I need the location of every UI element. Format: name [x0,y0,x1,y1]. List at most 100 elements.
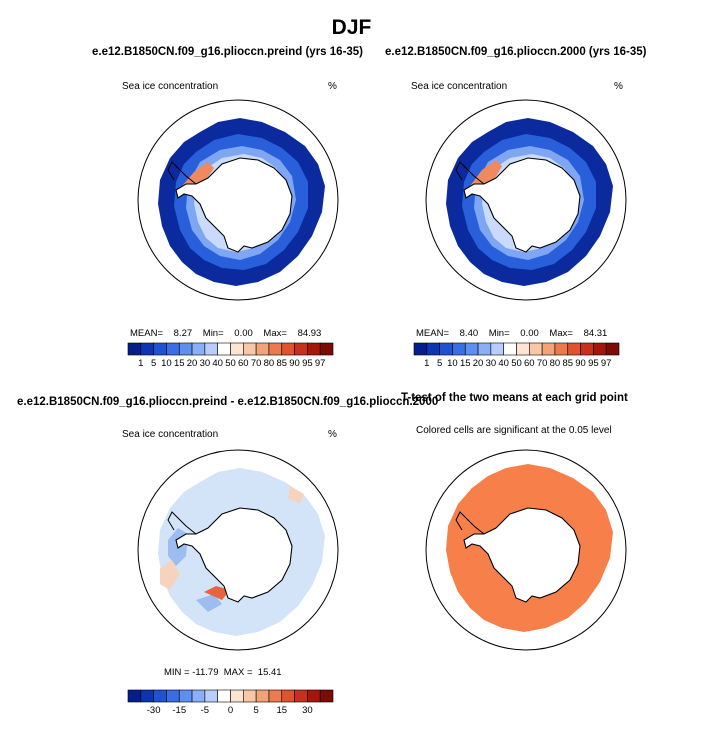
colorbar-tick-label: 30 [302,705,313,716]
panel-2-mean: 8.40 [459,328,479,339]
colorbar-swatch [319,342,334,356]
colorbar-panel-3: -30 -15 -5 0 5 15 30 [127,689,334,716]
colorbar-tick-label: 85 [562,358,573,369]
colorbar-swatch [243,689,257,703]
colorbar-swatch [127,342,142,356]
map-panel-3 [158,468,325,636]
difference-positive-patch [160,560,180,590]
colorbar-swatch [166,689,180,703]
colorbar-swatch [490,342,504,356]
colorbar-swatch [178,689,193,703]
colorbar-swatch [191,689,206,703]
colorbar-swatch [255,342,270,356]
colorbar-tick-label: 90 [289,358,300,369]
colorbar-tick-label: 0 [228,705,233,716]
colorbar-swatch [605,342,620,356]
panel-1-mean: 8.27 [173,328,193,339]
colorbar-swatch [477,342,492,356]
colorbar-swatch [307,689,321,703]
colorbar-swatch [140,342,154,356]
colorbar-tick-label: 15 [460,358,471,369]
panel-1-max: 84.93 [297,328,322,339]
panel-2-mean-label: MEAN= [416,328,449,339]
colorbar-swatch [243,342,257,356]
antarctic-peninsula [167,511,197,535]
colorbar-swatch [554,342,569,356]
colorbar-swatch [439,342,453,356]
colorbar-swatch [217,689,231,703]
antarctica-land [175,507,293,603]
antarctic-peninsula [167,161,197,185]
panel-2-min-label: Min= [488,328,510,339]
colorbar-swatch [503,342,517,356]
colorbar-tick-label: 5 [253,705,258,716]
colorbar-swatch [567,342,581,356]
colorbar-swatch [140,689,154,703]
colorbar-swatch [166,342,180,356]
colorbar-tick-label: 40 [498,358,509,369]
colorbar-tick-label: 70 [537,358,548,369]
colorbar-swatch [294,342,308,356]
colorbar-tick-label: 10 [447,358,458,369]
colorbar-tick-label: 97 [601,358,612,369]
colorbar-swatch [127,689,142,703]
panel-3-minmax: MIN = -11.79 MAX = 15.41 [164,667,282,678]
colorbar-swatch [230,689,244,703]
colorbar-tick-label: 50 [225,358,236,369]
panel-2-units: % [614,81,623,92]
colorbar-swatch [307,342,321,356]
colorbar-tick-label: -30 [147,705,161,716]
colorbar-swatch [319,689,334,703]
colorbar-swatch [529,342,543,356]
colorbar-tick-label: 95 [588,358,599,369]
panel-1-max-label: Max= [263,328,287,339]
colorbar-swatch [580,342,594,356]
colorbar-tick-label: 70 [251,358,262,369]
antarctica-land [463,157,581,253]
colorbar-tick-label: -5 [201,705,209,716]
colorbar-swatch [191,342,206,356]
panel-2-title: e.e12.B1850CN.f09_g16.plioccn.2000 (yrs … [385,46,647,58]
colorbar-swatch [268,689,283,703]
colorbar-swatch [413,342,428,356]
panel-1-units: % [328,81,337,92]
weddell-sea-high [470,160,502,190]
colorbar-swatch [268,342,283,356]
panel-2-min: 0.00 [520,328,539,339]
map-panel-4 [446,464,613,632]
panel-1-min: 0.00 [234,328,253,339]
colorbar-tick-label: 15 [174,358,185,369]
colorbar-tick-label: 30 [486,358,497,369]
map-panel-4-boundary [425,449,627,651]
main-title: DJF [331,16,372,39]
map-panel-2-boundary [425,99,627,301]
colorbar-tick-label: 90 [575,358,586,369]
panel-2-max-label: Max= [549,328,573,339]
colorbar-swatch [452,342,466,356]
colorbar-tick-label: 85 [276,358,287,369]
colorbar-swatch [294,689,308,703]
colorbar-tick-label: 40 [212,358,223,369]
colorbar-swatch [204,689,218,703]
colorbar-swatch [593,342,607,356]
colorbar-swatch [217,342,231,356]
weddell-sea-high [182,162,214,190]
panel-2-variable-label: Sea ice concentration [411,81,508,92]
colorbar-panel-2: 1 5 10 15 20 30 40 50 60 70 80 85 90 95 97 [413,342,620,369]
colorbar-swatch [153,342,167,356]
antarctic-peninsula [455,161,485,185]
colorbar-swatch [516,342,530,356]
colorbar-tick-label: 20 [473,358,484,369]
panel-1-min-label: Min= [202,328,224,339]
panel-3-title: e.e12.B1850CN.f09_g16.plioccn.preind - e… [17,396,439,408]
panel-3-units: % [328,429,337,440]
colorbar-tick-label: 30 [200,358,211,369]
map-panel-1 [158,118,325,286]
colorbar-swatch [153,689,167,703]
colorbar-swatch [281,342,295,356]
colorbar-tick-label: 15 [276,705,287,716]
colorbar-swatch [230,342,244,356]
panel-1-mean-label: MEAN= [130,328,163,339]
colorbar-tick-label: 1 [424,358,429,369]
